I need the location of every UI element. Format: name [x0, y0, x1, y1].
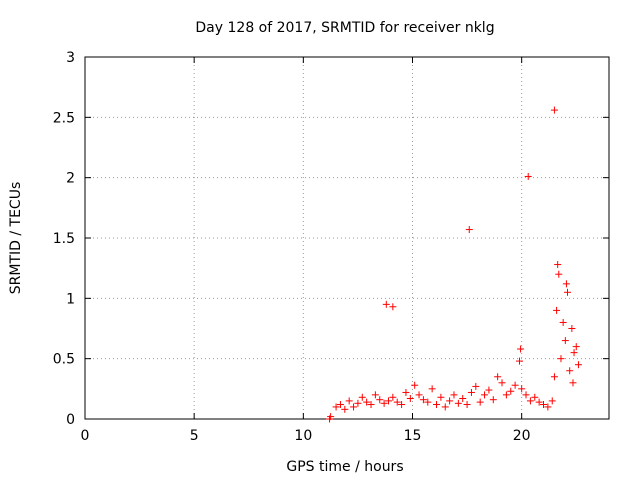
- data-point: [550, 373, 558, 381]
- data-point: [517, 345, 525, 353]
- data-point: [559, 318, 567, 326]
- data-point: [371, 391, 379, 399]
- data-point: [518, 385, 526, 393]
- data-point: [459, 394, 467, 402]
- data-point: [415, 391, 423, 399]
- data-point: [572, 343, 580, 351]
- data-point: [476, 398, 484, 406]
- y-tick-label: 0.5: [53, 352, 75, 368]
- data-point: [398, 401, 406, 409]
- y-tick-label: 2.5: [53, 110, 75, 126]
- data-point: [454, 399, 462, 407]
- x-tick-label: 5: [190, 428, 199, 444]
- data-point: [341, 405, 349, 413]
- x-tick-label: 10: [294, 428, 312, 444]
- data-point: [467, 388, 475, 396]
- data-point: [411, 381, 419, 389]
- data-point: [494, 373, 502, 381]
- data-point: [433, 401, 441, 409]
- data-point: [566, 367, 574, 375]
- data-point: [336, 401, 344, 409]
- data-point: [526, 397, 534, 405]
- data-point: [446, 397, 454, 405]
- data-point: [389, 393, 397, 401]
- y-tick-label: 0: [66, 412, 75, 428]
- data-point: [548, 397, 556, 405]
- data-point: [522, 391, 530, 399]
- x-tick-label: 20: [513, 428, 531, 444]
- y-tick-label: 2: [66, 171, 75, 187]
- data-point: [502, 391, 510, 399]
- data-point: [561, 337, 569, 345]
- data-point: [555, 270, 563, 278]
- data-point: [485, 386, 493, 394]
- data-point: [489, 396, 497, 404]
- x-axis-label: GPS time / hours: [286, 459, 403, 475]
- data-point: [564, 288, 572, 296]
- data-point: [568, 325, 576, 332]
- data-point: [498, 379, 506, 387]
- plot-frame: [84, 56, 610, 420]
- data-point: [332, 403, 340, 411]
- data-point: [327, 413, 335, 421]
- data-point: [540, 401, 547, 409]
- data-point: [393, 398, 401, 406]
- data-point: [507, 387, 515, 395]
- data-point: [544, 403, 552, 411]
- data-point: [428, 385, 436, 393]
- data-point: [515, 357, 523, 365]
- data-point: [345, 397, 353, 405]
- data-point: [382, 300, 390, 308]
- y-tick-label: 1.5: [53, 231, 75, 247]
- data-point: [465, 226, 473, 234]
- data-point: [350, 403, 358, 411]
- data-point: [524, 172, 532, 180]
- data-point: [562, 280, 570, 288]
- data-point: [570, 349, 578, 357]
- data-point: [463, 401, 471, 409]
- grid-lines: [85, 57, 609, 419]
- data-point: [553, 306, 561, 314]
- data-point: [384, 397, 392, 405]
- data-point: [554, 261, 562, 269]
- data-point: [380, 399, 388, 407]
- data-point: [406, 394, 414, 402]
- y-axis-label: SRMTID / TECUs: [8, 182, 24, 295]
- data-point: [437, 393, 445, 401]
- axis-ticks: 0 5 10 15 20 0 0.5 1 1.5 2 2.5 3: [53, 50, 609, 444]
- x-tick-label: 15: [404, 428, 422, 444]
- data-point: [472, 382, 480, 390]
- y-tick-label: 3: [66, 50, 75, 66]
- data-point: [441, 403, 449, 411]
- data-point: [389, 303, 397, 311]
- data-point: [358, 393, 366, 401]
- data-point: [511, 381, 519, 389]
- data-point: [363, 398, 371, 406]
- data-point: [557, 355, 565, 363]
- data-point: [367, 401, 375, 409]
- data-point: [535, 398, 543, 406]
- data-point: [376, 396, 384, 404]
- data-point: [354, 399, 362, 407]
- data-point: [531, 393, 539, 401]
- data-point: [574, 361, 582, 369]
- data-point: [402, 388, 410, 396]
- data-point: [569, 379, 577, 387]
- data-point: [550, 106, 558, 114]
- data-point: [481, 391, 489, 399]
- data-point: [424, 398, 432, 406]
- y-tick-label: 1: [66, 291, 75, 307]
- data-point: [450, 391, 458, 399]
- x-tick-label: 0: [81, 428, 90, 444]
- data-point: [419, 396, 427, 404]
- data-points: [326, 106, 582, 423]
- chart-title: Day 128 of 2017, SRMTID for receiver nkl…: [195, 20, 494, 36]
